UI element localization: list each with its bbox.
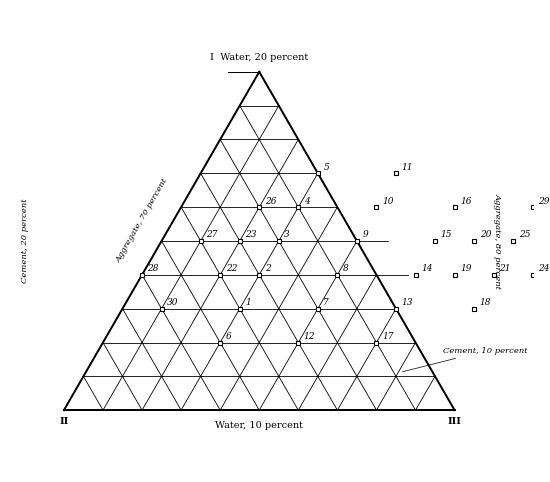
Text: III: III [448, 417, 461, 426]
Text: I  Water, 20 percent: I Water, 20 percent [210, 53, 309, 62]
Text: 14: 14 [421, 264, 432, 273]
Text: 16: 16 [460, 197, 471, 206]
Text: 10: 10 [382, 197, 393, 206]
Text: 13: 13 [402, 298, 413, 307]
Text: Cement, 10 percent: Cement, 10 percent [403, 347, 527, 372]
Text: 12: 12 [304, 332, 315, 341]
Text: 4: 4 [304, 197, 310, 206]
Text: Aggregate, 70 percent: Aggregate, 70 percent [114, 176, 169, 264]
Text: 15: 15 [441, 230, 452, 240]
Text: 21: 21 [499, 264, 510, 273]
Text: 19: 19 [460, 264, 471, 273]
Text: 8: 8 [343, 264, 349, 273]
Text: 27: 27 [206, 230, 218, 240]
Text: Aggregate, 80 percent: Aggregate, 80 percent [493, 193, 502, 289]
Text: 23: 23 [245, 230, 257, 240]
Text: 5: 5 [323, 163, 329, 172]
Text: 29: 29 [538, 197, 549, 206]
Text: 3: 3 [284, 230, 290, 240]
Text: 11: 11 [402, 163, 413, 172]
Text: 24: 24 [538, 264, 549, 273]
Text: 22: 22 [226, 264, 237, 273]
Text: Water, 10 percent: Water, 10 percent [215, 421, 303, 430]
Text: 20: 20 [480, 230, 491, 240]
Text: 6: 6 [226, 332, 232, 341]
Text: 7: 7 [323, 298, 329, 307]
Text: Cement, 20 percent: Cement, 20 percent [21, 199, 29, 283]
Text: 9: 9 [362, 230, 368, 240]
Text: II: II [59, 417, 69, 426]
Text: 2: 2 [265, 264, 271, 273]
Text: 28: 28 [147, 264, 159, 273]
Text: 18: 18 [480, 298, 491, 307]
Text: 17: 17 [382, 332, 393, 341]
Text: 26: 26 [265, 197, 276, 206]
Text: 25: 25 [519, 230, 530, 240]
Text: 1: 1 [245, 298, 251, 307]
Text: 30: 30 [167, 298, 179, 307]
